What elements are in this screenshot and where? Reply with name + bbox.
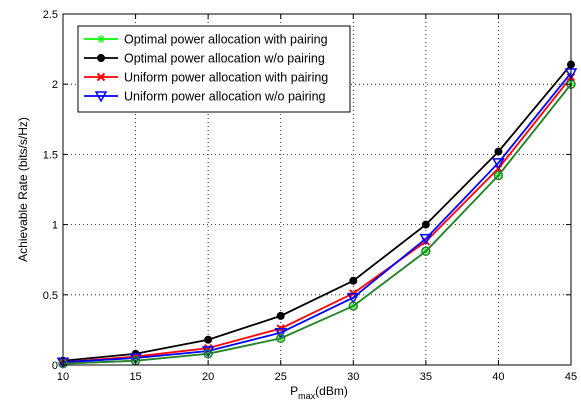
series-layer — [56, 60, 578, 369]
x-axis-label-unit: (dBm) — [315, 384, 348, 398]
y-tick-label: 1.5 — [43, 149, 58, 161]
data-point — [421, 220, 430, 229]
data-point — [97, 54, 105, 62]
data-point — [347, 292, 360, 305]
legend-box — [77, 25, 351, 113]
data-point — [348, 301, 359, 311]
tick-labels: 10 15 20 25 30 35 40 45 0 0.5 1 1.5 2 2.5 — [43, 9, 577, 383]
x-tick-label: 35 — [420, 371, 432, 383]
axes — [62, 13, 572, 366]
x-axis-label-main: P — [290, 384, 298, 398]
legend-label: Optimal power allocation w/o pairing — [124, 52, 325, 66]
data-point — [94, 91, 108, 103]
data-point — [275, 333, 286, 344]
data-point — [349, 276, 358, 285]
x-tick-label: 20 — [202, 371, 214, 383]
axes-frame — [62, 13, 572, 366]
y-tick-label: 2.5 — [43, 9, 58, 21]
data-point — [203, 349, 213, 359]
legend-label: Optimal power allocation with pairing — [124, 33, 328, 47]
data-point — [421, 246, 431, 257]
data-point — [419, 233, 433, 246]
x-tick-label: 10 — [57, 371, 69, 383]
series-line — [62, 83, 572, 365]
x-tick-label: 40 — [492, 371, 504, 383]
x-tick-label: 25 — [275, 371, 287, 383]
legend-entry: Optimal power allocation w/o pairing — [84, 52, 325, 66]
data-point — [274, 327, 287, 340]
x-axis-label: Pmax(dBm) — [290, 384, 348, 401]
y-tick-label: 0.5 — [43, 290, 58, 302]
y-axis-label: Achievable Rate (bits/s/Hz) — [16, 117, 30, 262]
data-point — [129, 353, 142, 365]
y-tick-label: 0 — [52, 360, 58, 372]
legend-label: Uniform power allocation with pairing — [124, 71, 328, 85]
data-point — [204, 335, 213, 344]
y-tick-label: 1 — [52, 220, 58, 232]
legend-entry: Optimal power allocation with pairing — [84, 33, 328, 47]
y-tick-label: 2 — [52, 79, 58, 91]
series-3 — [56, 68, 578, 369]
series-line — [62, 76, 572, 364]
data-point — [96, 72, 106, 82]
data-point — [276, 311, 285, 320]
x-tick-label: 30 — [347, 371, 359, 383]
data-point — [201, 346, 215, 358]
data-point — [492, 158, 505, 170]
data-point — [494, 147, 503, 156]
data-point — [97, 35, 105, 43]
legend-label: Uniform power allocation w/o pairing — [124, 90, 326, 104]
legend-entry: Uniform power allocation with pairing — [84, 71, 328, 85]
data-point — [493, 170, 504, 181]
x-axis-label-subscript: max — [298, 391, 316, 401]
legend: Optimal power allocation with pairing Opt… — [77, 25, 351, 113]
series-4 — [58, 79, 576, 369]
legend-entry: Uniform power allocation w/o pairing — [84, 90, 326, 104]
series-line — [62, 72, 572, 364]
series-line — [62, 63, 572, 362]
x-tick-label: 15 — [129, 371, 141, 383]
x-tick-label: 45 — [565, 371, 577, 383]
